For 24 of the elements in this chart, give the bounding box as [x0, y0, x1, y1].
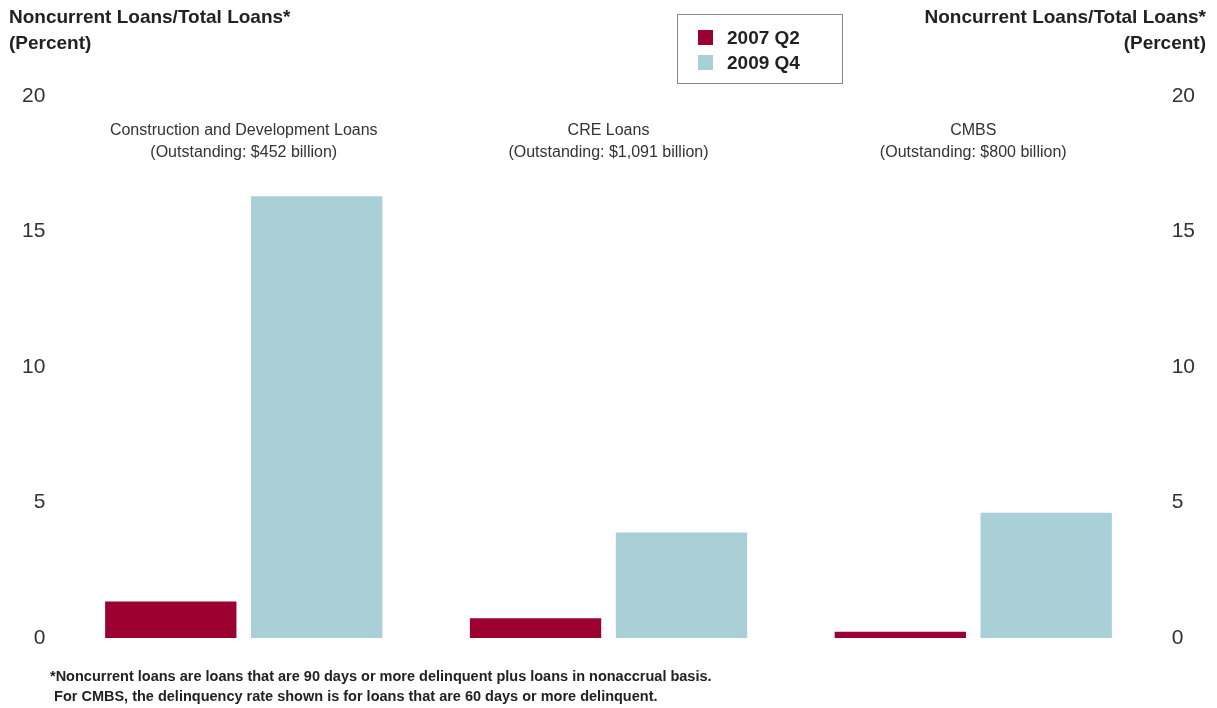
bar [105, 601, 237, 638]
bar [251, 196, 383, 638]
bar [980, 512, 1112, 638]
y2-tick-label: 0 [1171, 624, 1184, 648]
y2-tick-label: 5 [1171, 489, 1184, 513]
x-tick-label: CRE Loans (Outstanding: $1,091 billion) [508, 121, 709, 161]
legend-label: 2009 Q4 [727, 51, 800, 75]
y2-tick-label: 10 [1171, 353, 1195, 377]
x-tick-label: CMBS (Outstanding: $800 billion) [879, 121, 1067, 161]
y-tick-label: 20 [22, 82, 46, 106]
y-tick-label: 5 [33, 489, 46, 513]
bar [615, 532, 748, 638]
text: *Noncurrent loans are loans that are 90 days or more delinquent plus loans in nonaccrual basis. For CMBS, the delinquency rate shown is for loans that are 60 days or more delinquent. [50, 667, 712, 706]
legend-label: 2007 Q2 [727, 26, 800, 50]
y-axis-title: Noncurrent Loans/Total Loans* (Percent) [9, 5, 291, 55]
bar [469, 618, 602, 638]
y-tick-label: 0 [33, 624, 46, 648]
y-tick-label: 15 [22, 218, 46, 242]
y2-axis-title: Noncurrent Loans/Total Loans* (Percent) [924, 5, 1206, 55]
y2-tick-label: 15 [1171, 218, 1195, 242]
y2-tick-label: 20 [1171, 82, 1195, 106]
y-tick-label: 10 [22, 353, 46, 377]
x-tick-label: Construction and Development Loans (Outstanding: $452 billion) [109, 121, 378, 161]
bar [834, 631, 966, 638]
